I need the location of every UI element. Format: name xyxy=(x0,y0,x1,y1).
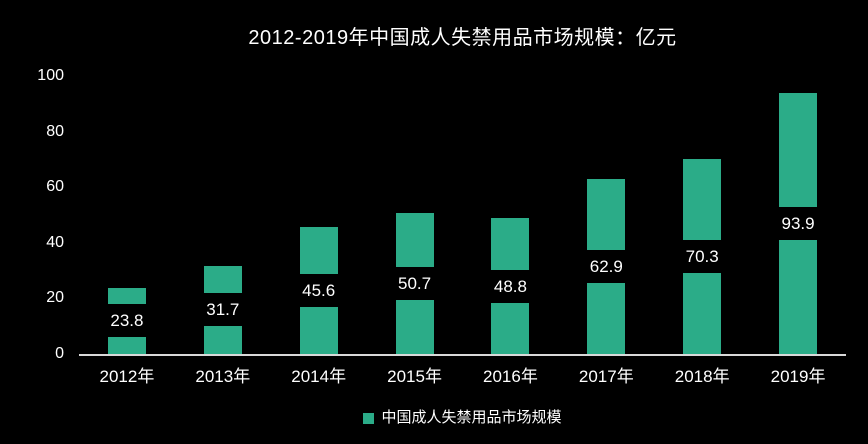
plot-area: 23.8 2012年 31.7 2013年 45.6 2014年 50.7 2015年 48.8… xyxy=(79,76,846,386)
bar-value-label: 31.7 xyxy=(188,293,257,327)
bar-value-label: 93.9 xyxy=(764,206,833,240)
bar-value-label: 50.7 xyxy=(380,267,449,301)
bar-value-label: 23.8 xyxy=(92,304,161,338)
bar-value-label: 62.9 xyxy=(572,250,641,284)
y-axis: 0 20 40 60 80 100 xyxy=(0,67,64,362)
y-axis-tick-label: 0 xyxy=(55,345,64,362)
x-axis-tick-label: 2016年 xyxy=(483,367,538,386)
y-axis-tick-label: 20 xyxy=(46,289,64,307)
y-axis-tick-label: 60 xyxy=(46,178,64,196)
x-axis-tick-label: 2013年 xyxy=(195,367,251,386)
y-axis-tick-label: 80 xyxy=(46,122,64,140)
x-axis-tick-label: 2015年 xyxy=(387,367,442,386)
x-axis-tick-label: 2019年 xyxy=(770,367,826,386)
legend-item[interactable]: 中国成人失禁用品市场规模 xyxy=(363,408,562,428)
x-axis-tick-label: 2012年 xyxy=(99,367,155,386)
legend-marker-icon xyxy=(363,412,375,424)
x-axis-tick-label: 2014年 xyxy=(291,367,347,386)
bar-value-label: 45.6 xyxy=(284,274,353,308)
y-axis-tick-label: 40 xyxy=(46,233,64,251)
y-axis-tick-label: 100 xyxy=(37,67,64,84)
chart-title: 2012-2019年中国成人失禁用品市场规模：亿元 xyxy=(248,27,677,49)
legend: 中国成人失禁用品市场规模 xyxy=(79,408,846,428)
x-axis-tick-label: 2017年 xyxy=(578,367,634,386)
legend-label: 中国成人失禁用品市场规模 xyxy=(381,409,562,426)
bar-value-label: 48.8 xyxy=(476,269,545,303)
bar-value-label: 70.3 xyxy=(668,239,737,273)
x-axis-tick-label: 2018年 xyxy=(674,367,730,386)
